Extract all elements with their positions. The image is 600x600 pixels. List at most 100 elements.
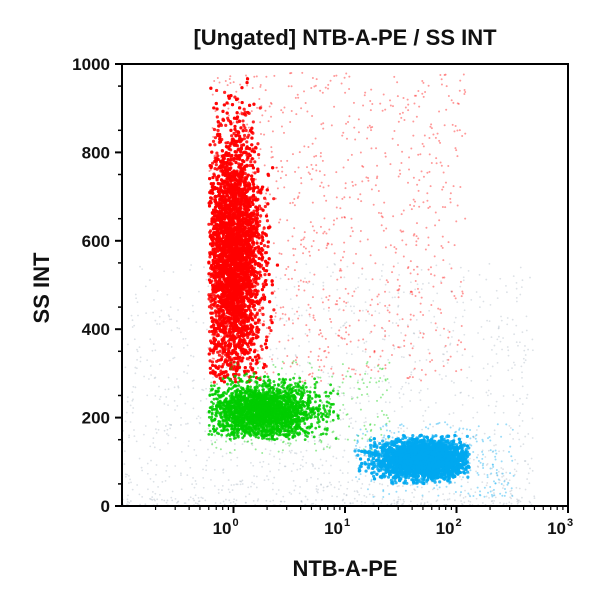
- background-event: [337, 488, 340, 491]
- background-event: [204, 499, 207, 502]
- background-event: [316, 491, 319, 494]
- background-event: [291, 307, 294, 310]
- background-event: [470, 379, 473, 382]
- background-event: [298, 375, 300, 378]
- background-event: [233, 443, 236, 445]
- background-event: [450, 290, 453, 293]
- background-event: [146, 462, 149, 465]
- population-event: [258, 219, 262, 224]
- background-event: [152, 442, 155, 444]
- background-event: [161, 481, 164, 483]
- background-event: [317, 381, 320, 384]
- background-event: [383, 338, 386, 341]
- background-event: [191, 380, 194, 382]
- population-event: [257, 153, 261, 157]
- background-event: [339, 418, 342, 421]
- background-event: [285, 372, 287, 375]
- background-event: [157, 428, 160, 431]
- background-event: [460, 500, 463, 502]
- background-event: [533, 495, 536, 498]
- background-event: [319, 458, 322, 461]
- background-event: [366, 373, 369, 375]
- background-event: [346, 487, 349, 490]
- background-event: [512, 394, 515, 396]
- background-event: [316, 490, 318, 493]
- background-event: [279, 500, 282, 503]
- background-event: [323, 472, 326, 475]
- background-event: [230, 452, 233, 455]
- background-event: [352, 502, 354, 504]
- background-event: [384, 283, 387, 286]
- background-event: [513, 468, 516, 471]
- background-event: [126, 500, 129, 503]
- background-event: [210, 439, 213, 442]
- background-event: [415, 318, 418, 321]
- background-event: [353, 497, 356, 500]
- background-event: [402, 291, 405, 294]
- background-event: [356, 491, 359, 494]
- background-event: [318, 439, 321, 442]
- background-event: [486, 363, 489, 365]
- background-event: [187, 317, 190, 320]
- background-event: [489, 392, 492, 395]
- background-event: [166, 433, 168, 435]
- population-event: [212, 293, 216, 297]
- background-event: [509, 427, 512, 429]
- background-event: [357, 277, 360, 279]
- background-event: [128, 434, 131, 437]
- population-event: [212, 380, 216, 384]
- background-event: [295, 355, 297, 358]
- background-event: [124, 420, 127, 423]
- background-event: [348, 418, 351, 420]
- background-event: [499, 340, 502, 343]
- background-event: [420, 486, 423, 489]
- background-event: [384, 440, 387, 442]
- background-event: [207, 285, 210, 288]
- background-event: [281, 317, 284, 320]
- background-event: [330, 464, 332, 467]
- background-event: [527, 472, 530, 475]
- background-event: [365, 496, 368, 498]
- background-event: [485, 391, 488, 394]
- background-event: [531, 437, 534, 439]
- background-event: [522, 443, 525, 446]
- background-event: [207, 275, 210, 278]
- background-event: [289, 451, 292, 454]
- background-event: [149, 478, 152, 480]
- background-event: [498, 335, 500, 338]
- background-event: [146, 359, 149, 362]
- background-event: [398, 484, 400, 487]
- background-event: [192, 477, 194, 479]
- background-event: [381, 483, 384, 486]
- background-event: [398, 273, 401, 276]
- background-event: [477, 332, 479, 334]
- background-event: [497, 470, 500, 473]
- background-event: [506, 346, 509, 348]
- background-event: [164, 388, 167, 391]
- background-event: [171, 499, 174, 502]
- background-event: [396, 500, 399, 503]
- background-event: [414, 361, 417, 363]
- background-event: [332, 373, 334, 376]
- background-event: [202, 486, 205, 489]
- background-event: [365, 421, 367, 423]
- background-event: [462, 497, 465, 499]
- population-event: [207, 222, 211, 226]
- background-event: [462, 301, 465, 304]
- background-event: [471, 355, 474, 358]
- background-event: [495, 472, 498, 475]
- background-event: [350, 395, 353, 398]
- background-event: [372, 502, 375, 505]
- background-event: [491, 365, 494, 368]
- background-event: [183, 502, 186, 505]
- background-event: [399, 498, 402, 501]
- background-event: [418, 391, 421, 394]
- background-event: [285, 288, 288, 291]
- background-event: [321, 498, 323, 501]
- background-event: [364, 501, 366, 504]
- population-event: [220, 149, 225, 153]
- background-event: [485, 464, 488, 466]
- background-event: [168, 315, 171, 318]
- background-event: [388, 291, 391, 294]
